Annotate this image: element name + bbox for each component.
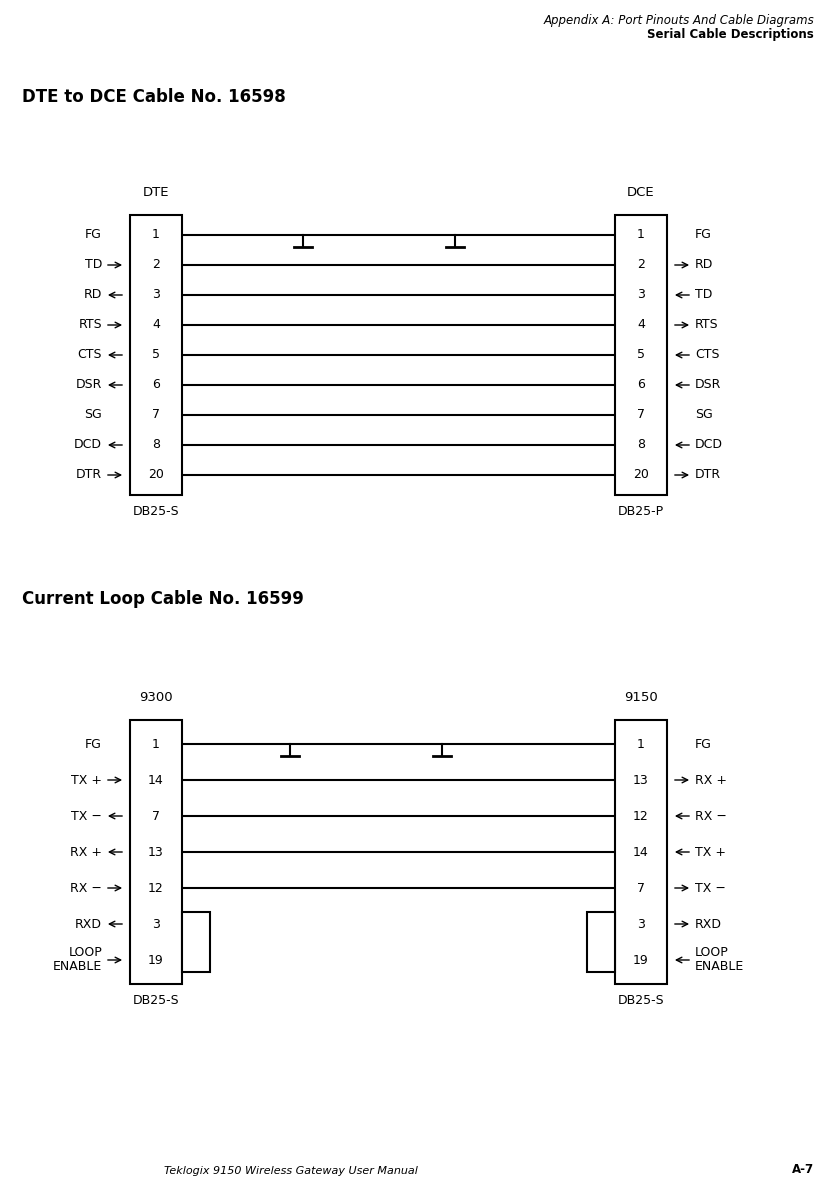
Text: 13: 13 — [633, 774, 649, 787]
Text: RD: RD — [695, 259, 713, 272]
Text: 19: 19 — [633, 954, 649, 967]
Bar — [615, 214, 667, 495]
Text: 1: 1 — [637, 738, 645, 750]
Text: 9150: 9150 — [624, 691, 658, 704]
Text: 5: 5 — [637, 349, 645, 362]
Text: 8: 8 — [637, 438, 645, 452]
Text: RXD: RXD — [695, 918, 722, 931]
Text: DCD: DCD — [74, 438, 102, 452]
Text: 7: 7 — [637, 409, 645, 422]
Text: DCE: DCE — [627, 186, 655, 199]
Text: DB25-S: DB25-S — [133, 506, 179, 518]
Text: 1: 1 — [637, 229, 645, 242]
Text: RTS: RTS — [79, 319, 102, 332]
Text: TD: TD — [84, 259, 102, 272]
Text: 2: 2 — [152, 259, 160, 272]
Text: 4: 4 — [152, 319, 160, 332]
Text: FG: FG — [695, 738, 712, 750]
Text: Serial Cable Descriptions: Serial Cable Descriptions — [647, 28, 814, 41]
Text: CTS: CTS — [78, 349, 102, 362]
Text: 19: 19 — [148, 954, 164, 967]
Text: 13: 13 — [148, 846, 164, 859]
Bar — [587, 912, 615, 972]
Text: 6: 6 — [637, 379, 645, 392]
Text: RX +: RX + — [695, 774, 727, 787]
Text: 9300: 9300 — [139, 691, 173, 704]
Text: 7: 7 — [152, 810, 160, 823]
Text: TX −: TX − — [695, 882, 726, 895]
Text: DB25-P: DB25-P — [618, 506, 664, 518]
Text: TX +: TX + — [695, 846, 726, 859]
Text: SG: SG — [695, 409, 713, 422]
Text: 1: 1 — [152, 229, 160, 242]
Text: DB25-S: DB25-S — [618, 994, 665, 1008]
Text: 7: 7 — [637, 882, 645, 895]
Text: RXD: RXD — [75, 918, 102, 931]
Text: FG: FG — [85, 738, 102, 750]
Text: 20: 20 — [148, 468, 164, 482]
Text: DSR: DSR — [75, 379, 102, 392]
Text: 1: 1 — [152, 738, 160, 750]
Text: LOOP
ENABLE: LOOP ENABLE — [53, 946, 102, 974]
Text: 14: 14 — [633, 846, 649, 859]
Text: TX −: TX − — [71, 810, 102, 823]
Text: RX −: RX − — [70, 882, 102, 895]
Text: Appendix A: Port Pinouts And Cable Diagrams: Appendix A: Port Pinouts And Cable Diagr… — [543, 14, 814, 28]
Text: 7: 7 — [152, 409, 160, 422]
Text: FG: FG — [695, 229, 712, 242]
Text: 20: 20 — [633, 468, 649, 482]
Text: 12: 12 — [148, 882, 164, 895]
Bar — [130, 214, 182, 495]
Text: DCD: DCD — [695, 438, 723, 452]
Text: RX +: RX + — [70, 846, 102, 859]
Text: 3: 3 — [152, 918, 160, 931]
Text: 14: 14 — [148, 774, 164, 787]
Text: DTR: DTR — [76, 468, 102, 482]
Text: 8: 8 — [152, 438, 160, 452]
Text: CTS: CTS — [695, 349, 720, 362]
Text: Current Loop Cable No. 16599: Current Loop Cable No. 16599 — [22, 589, 303, 609]
Text: DTR: DTR — [695, 468, 721, 482]
Text: DB25-S: DB25-S — [133, 994, 179, 1008]
Text: DTE to DCE Cable No. 16598: DTE to DCE Cable No. 16598 — [22, 87, 286, 105]
Text: LOOP
ENABLE: LOOP ENABLE — [695, 946, 744, 974]
Text: DTE: DTE — [143, 186, 169, 199]
Bar — [182, 912, 210, 972]
Text: 6: 6 — [152, 379, 160, 392]
Text: FG: FG — [85, 229, 102, 242]
Text: RX −: RX − — [695, 810, 726, 823]
Text: A-7: A-7 — [792, 1163, 814, 1176]
Text: 3: 3 — [637, 289, 645, 302]
Text: 3: 3 — [152, 289, 160, 302]
Text: Teklogix 9150 Wireless Gateway User Manual: Teklogix 9150 Wireless Gateway User Manu… — [164, 1166, 418, 1176]
Text: RTS: RTS — [695, 319, 719, 332]
Text: RD: RD — [84, 289, 102, 302]
Text: TX +: TX + — [71, 774, 102, 787]
Text: 4: 4 — [637, 319, 645, 332]
Text: DSR: DSR — [695, 379, 721, 392]
Bar — [130, 720, 182, 984]
Bar — [615, 720, 667, 984]
Text: 5: 5 — [152, 349, 160, 362]
Text: 12: 12 — [633, 810, 649, 823]
Text: 2: 2 — [637, 259, 645, 272]
Text: TD: TD — [695, 289, 712, 302]
Text: 3: 3 — [637, 918, 645, 931]
Text: SG: SG — [84, 409, 102, 422]
